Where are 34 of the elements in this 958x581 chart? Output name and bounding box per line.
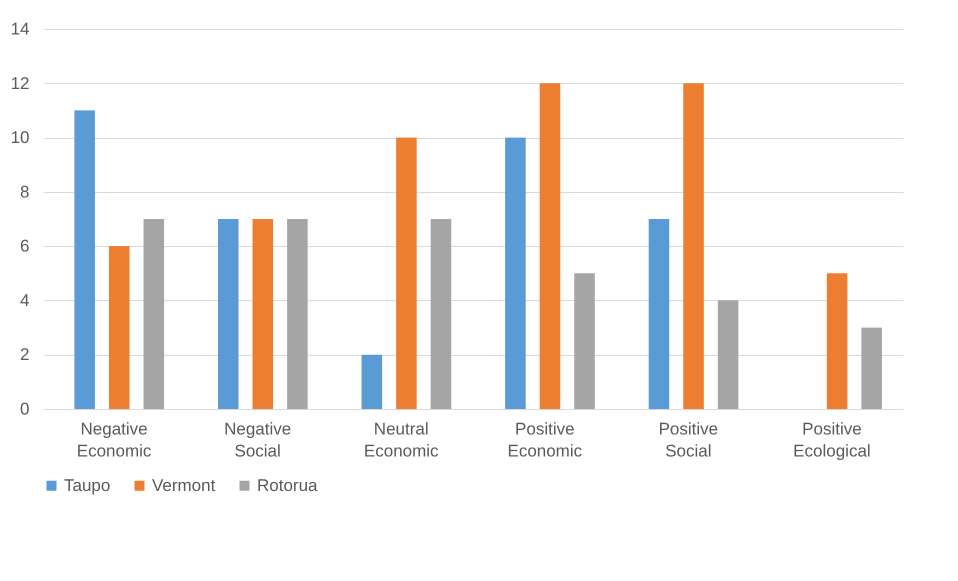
x-tick-label: Positive Economic [507,420,583,460]
y-tick-label: 10 [10,128,30,148]
x-tick-label: Neutral Economic [364,420,440,460]
y-tick-label: 8 [20,182,30,202]
bar [287,219,308,409]
bar [683,83,704,409]
y-tick-label: 6 [20,236,30,256]
x-tick-label: Negative Social [224,420,292,460]
bar [540,83,560,409]
bar [252,219,274,409]
y-tick-label: 2 [20,345,30,364]
y-tick-label: 14 [10,20,30,38]
bar [574,273,595,409]
bar [505,138,526,409]
legend-label: Rotorua [257,476,318,495]
bar [396,138,417,409]
bar [718,300,738,409]
y-tick-label: 12 [10,74,30,93]
bar [430,219,452,409]
legend-label: Taupo [64,476,110,495]
y-tick-label: 4 [20,290,30,310]
legend-label: Vermont [152,476,216,495]
x-tick-label: Positive Social [658,420,718,460]
bar [74,110,95,409]
bar [826,273,848,409]
bar [362,354,382,409]
x-tick-label: Negative Economic [76,420,152,460]
y-tick-label: 0 [20,400,30,418]
bar [648,219,670,409]
bar [108,246,130,409]
bar [144,219,164,409]
bar [861,328,882,409]
bar [218,219,239,409]
x-tick-label: Positive Ecological [793,420,871,460]
